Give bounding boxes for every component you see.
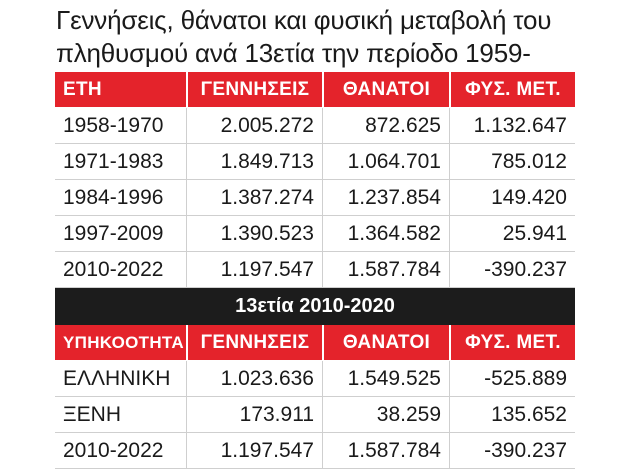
table-row: 2010-2022 1.197.547 1.587.784 -390.237 xyxy=(55,252,575,288)
table2-header: ΥΠΗΚΟΟΤΗΤΑ ΓΕΝΝΗΣΕΙΣ ΘΑΝΑΤΟΙ ΦΥΣ. ΜΕΤ. xyxy=(55,325,575,361)
cell-births: 1.849.713 xyxy=(186,144,322,179)
header-natural-change: ΦΥΣ. ΜΕΤ. xyxy=(449,325,575,360)
cell-deaths: 1.064.701 xyxy=(322,144,449,179)
cell-period: 1958-1970 xyxy=(63,113,164,137)
cell-births: 1.197.547 xyxy=(186,433,322,468)
table-title: Γεννήσεις, θάνατοι και φυσική μεταβολή τ… xyxy=(56,5,552,101)
table-row: 1984-1996 1.387.274 1.237.854 149.420 xyxy=(55,180,575,216)
table-row: 1997-2009 1.390.523 1.364.582 25.941 xyxy=(55,216,575,252)
cell-deaths: 1.237.854 xyxy=(322,180,449,215)
table-row: 1958-1970 2.005.272 872.625 1.132.647 xyxy=(55,108,575,144)
cell-natural-change: 1.132.647 xyxy=(449,108,575,143)
cell-deaths: 1.364.582 xyxy=(322,216,449,251)
cell-natural-change: -390.237 xyxy=(449,433,575,468)
cell-births: 1.023.636 xyxy=(186,361,322,396)
cell-citizenship: ΕΛΛΗΝΙΚΗ xyxy=(63,366,171,390)
table-row: ΞΕΝΗ 173.911 38.259 135.652 xyxy=(55,397,575,433)
cell-deaths: 872.625 xyxy=(322,108,449,143)
cell-period: 1984-1996 xyxy=(63,185,164,209)
header-deaths: ΘΑΝΑΤΟΙ xyxy=(322,72,449,107)
cell-deaths: 1.549.525 xyxy=(322,361,449,396)
cell-births: 1.387.274 xyxy=(186,180,322,215)
cell-natural-change: 135.652 xyxy=(449,397,575,432)
header-deaths: ΘΑΝΑΤΟΙ xyxy=(322,325,449,360)
cell-period: 1997-2009 xyxy=(63,221,164,245)
cell-period: 2010-2022 xyxy=(63,257,164,281)
cell-natural-change: 149.420 xyxy=(449,180,575,215)
cell-deaths: 1.587.784 xyxy=(322,252,449,287)
table-row: 2010-2022 1.197.547 1.587.784 -390.237 xyxy=(55,433,575,469)
cell-deaths: 1.587.784 xyxy=(322,433,449,468)
cell-natural-change: -525.889 xyxy=(449,361,575,396)
header-citizenship: ΥΠΗΚΟΟΤΗΤΑ xyxy=(63,332,184,352)
cell-natural-change: -390.237 xyxy=(449,252,575,287)
cell-citizenship: ΞΕΝΗ xyxy=(63,402,121,426)
cell-births: 1.390.523 xyxy=(186,216,322,251)
table-row: 1971-1983 1.849.713 1.064.701 785.012 xyxy=(55,144,575,180)
header-natural-change: ΦΥΣ. ΜΕΤ. xyxy=(449,72,575,107)
table1-header: ΕΤΗ ΓΕΝΝΗΣΕΙΣ ΘΑΝΑΤΟΙ ΦΥΣ. ΜΕΤ. xyxy=(55,72,575,108)
header-births: ΓΕΝΝΗΣΕΙΣ xyxy=(186,72,322,107)
cell-births: 2.005.272 xyxy=(186,108,322,143)
header-births: ΓΕΝΝΗΣΕΙΣ xyxy=(186,325,322,360)
table-row: ΕΛΛΗΝΙΚΗ 1.023.636 1.549.525 -525.889 xyxy=(55,361,575,397)
header-years: ΕΤΗ xyxy=(63,78,102,100)
cell-natural-change: 25.941 xyxy=(449,216,575,251)
cell-deaths: 38.259 xyxy=(322,397,449,432)
section-band: 13ετία 2010-2020 xyxy=(55,288,575,325)
cell-citizenship: 2010-2022 xyxy=(63,438,164,462)
cell-births: 1.197.547 xyxy=(186,252,322,287)
cell-natural-change: 785.012 xyxy=(449,144,575,179)
cell-period: 1971-1983 xyxy=(63,149,164,173)
cell-births: 173.911 xyxy=(186,397,322,432)
statistics-table: ΕΤΗ ΓΕΝΝΗΣΕΙΣ ΘΑΝΑΤΟΙ ΦΥΣ. ΜΕΤ. 1958-197… xyxy=(55,72,575,469)
